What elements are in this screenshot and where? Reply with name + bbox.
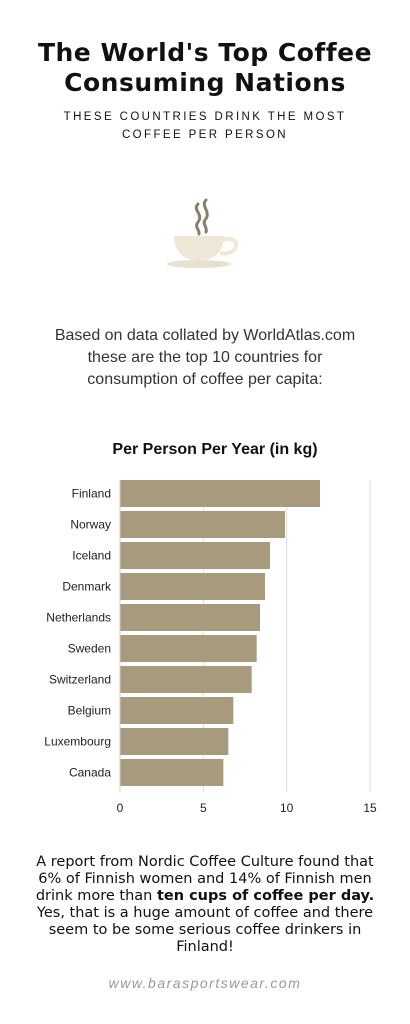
bar-belgium [120,697,234,724]
category-label: Luxembourg [44,735,111,749]
category-label: Netherlands [46,611,111,625]
intro-text: Based on data collated by WorldAtlas.com… [30,325,380,391]
category-label: Switzerland [49,673,111,687]
x-tick-label: 15 [363,801,377,815]
title-line-1: The World's Top Coffee [37,38,373,67]
report-bold-text: ten cups of coffee per day. [156,888,375,904]
category-label: Denmark [62,580,112,594]
category-label: Belgium [68,704,111,718]
x-tick-label: 5 [200,801,207,815]
intro-line-3: consumption of coffee per capita: [87,371,323,388]
subtitle-line-2: COFFEE PER PERSON [121,129,289,141]
x-tick-label: 10 [280,801,294,815]
category-label: Iceland [72,549,111,563]
bar-norway [120,511,285,538]
bar-switzerland [120,666,252,693]
bar-iceland [120,542,270,569]
report-text-start: A report from Nordic Coffee Culture foun… [35,854,374,904]
subtitle: THESE COUNTRIES DRINK THE MOST COFFEE PE… [40,108,370,144]
category-label: Finland [72,487,111,501]
report-text-end: Yes, that is a huge amount of coffee and… [36,905,374,955]
footer-website: www.barasportswear.com [108,975,302,991]
title-line-2: Consuming Nations [64,68,346,97]
x-tick-label: 0 [117,801,124,815]
bar-sweden [120,635,257,662]
bar-netherlands [120,604,260,631]
intro-line-1: Based on data collated by WorldAtlas.com [54,327,356,344]
bar-finland [120,480,320,507]
category-label: Norway [70,518,111,532]
subtitle-line-1: THESE COUNTRIES DRINK THE MOST [63,111,347,123]
chart-title: Per Person Per Year (in kg) [112,441,318,458]
bar-luxembourg [120,728,229,755]
coffee-cup-icon [167,198,239,268]
bar-canada [120,759,224,786]
report-paragraph: A report from Nordic Coffee Culture foun… [26,854,384,956]
intro-line-2: these are the top 10 countries for [87,349,323,366]
bar-chart: 0 5 10 15 Finland Norway Iceland Denmark Netherl… [44,480,377,815]
category-label: Sweden [68,642,111,656]
bar-denmark [120,573,265,600]
page-title: The World's Top Coffee Consuming Nations [0,38,410,98]
category-label: Canada [69,766,111,780]
